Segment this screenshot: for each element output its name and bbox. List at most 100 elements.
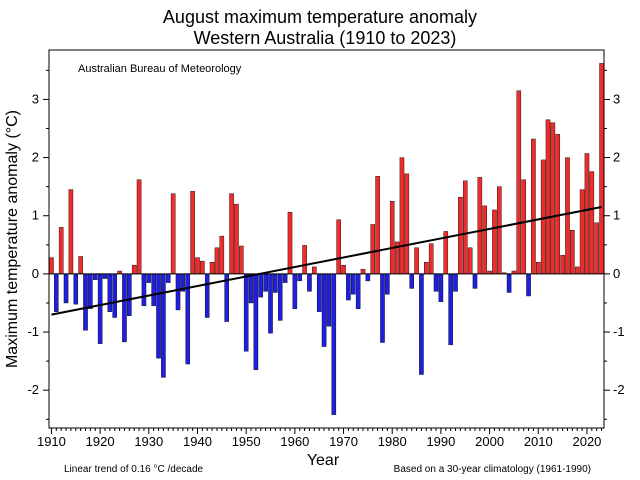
bar-1919 — [92, 273, 98, 280]
bar-1930 — [146, 273, 152, 283]
bar-2022 — [594, 222, 599, 275]
bar-1931 — [151, 273, 156, 307]
x-tick-label-1950: 1950 — [232, 434, 261, 449]
bar-2014 — [555, 134, 561, 275]
bar-1939 — [190, 191, 195, 275]
bar-1936 — [175, 273, 181, 311]
bar-1985 — [414, 247, 419, 275]
x-tick-label-1980: 1980 — [378, 434, 407, 449]
bar-1967 — [326, 273, 332, 327]
bar-1983 — [404, 173, 410, 275]
bar-1999 — [482, 205, 487, 275]
bar-1949 — [239, 245, 244, 275]
bar-1974 — [360, 269, 366, 275]
bar-1993 — [453, 273, 458, 292]
bar-1948 — [234, 203, 239, 275]
bar-1912 — [58, 227, 64, 275]
bar-1929 — [141, 273, 147, 307]
bar-1933 — [161, 273, 166, 378]
bar-1944 — [214, 247, 220, 275]
x-tick-label-1940: 1940 — [183, 434, 212, 449]
bar-1913 — [63, 273, 69, 304]
bar-2023 — [599, 63, 604, 275]
credit-label: Australian Bureau of Meteorology — [78, 63, 242, 75]
bar-1957 — [277, 273, 283, 321]
bar-2010 — [536, 262, 541, 275]
bar-1920 — [97, 273, 103, 344]
bar-2007 — [521, 179, 526, 275]
bar-2021 — [589, 171, 595, 275]
y-tick-label-left-3: 3 — [32, 91, 39, 106]
y-tick-label-right-2: 2 — [613, 150, 620, 165]
bar-1927 — [131, 264, 137, 275]
bar-1964 — [312, 266, 317, 275]
bar-1910 — [49, 257, 54, 275]
bar-1915 — [73, 273, 79, 305]
y-tick-label-right--2: -2 — [613, 382, 625, 397]
bar-1997 — [472, 273, 478, 289]
chart-subtitle: Western Australia (1910 to 2023) — [194, 28, 457, 48]
trend-note: Linear trend of 0.16 °C /decade — [64, 464, 204, 475]
plot-frame — [48, 49, 605, 429]
bar-1941 — [200, 260, 205, 275]
bar-1921 — [102, 273, 108, 279]
bar-1935 — [170, 193, 176, 275]
bar-1976 — [370, 224, 376, 275]
bar-1979 — [385, 273, 390, 295]
bar-1947 — [229, 193, 234, 275]
bar-1934 — [166, 273, 171, 283]
bar-1952 — [253, 273, 259, 371]
x-tick-label-1990: 1990 — [426, 434, 455, 449]
bar-1986 — [419, 273, 424, 375]
bar-1960 — [292, 273, 298, 309]
bar-1953 — [258, 273, 264, 298]
y-axis: -2 -2 -1 -1 0 0 1 1 2 2 3 3 — [27, 69, 625, 420]
bar-1925 — [122, 273, 127, 343]
bar-1968 — [331, 273, 337, 415]
x-tick-label-1930: 1930 — [134, 434, 163, 449]
bar-1917 — [83, 273, 88, 331]
bar-1961 — [297, 273, 302, 282]
bar-1973 — [355, 273, 361, 309]
bar-2018 — [574, 266, 580, 275]
bar-1956 — [273, 273, 278, 293]
y-tick-label-left-1: 1 — [32, 208, 39, 223]
bar-2015 — [560, 255, 565, 275]
bar-1992 — [448, 273, 453, 346]
y-tick-label-right-0: 0 — [613, 266, 620, 281]
bar-1975 — [365, 273, 371, 282]
bar-1916 — [78, 256, 83, 275]
bar-2017 — [570, 230, 575, 275]
bar-1911 — [54, 273, 59, 312]
x-tick-label-2020: 2020 — [572, 434, 601, 449]
y-tick-label-left-0: 0 — [32, 266, 39, 281]
bar-1955 — [268, 273, 273, 334]
bar-1995 — [462, 180, 468, 275]
bar-2012 — [545, 119, 551, 275]
trend-line — [51, 206, 602, 316]
bar-1959 — [287, 212, 293, 275]
y-tick-label-right-3: 3 — [613, 91, 620, 106]
x-tick-label-2000: 2000 — [475, 434, 504, 449]
bar-1970 — [341, 264, 346, 275]
bar-1922 — [107, 273, 113, 312]
bar-1977 — [375, 175, 380, 275]
bars-group — [49, 63, 604, 415]
bar-1998 — [477, 177, 483, 275]
bar-1932 — [156, 273, 161, 359]
bar-1958 — [282, 273, 288, 283]
y-tick-label-right--1: -1 — [613, 324, 625, 339]
bar-1988 — [428, 243, 434, 275]
bar-2020 — [584, 153, 590, 275]
x-tick-label-1920: 1920 — [86, 434, 115, 449]
x-tick-label-1960: 1960 — [280, 434, 309, 449]
bar-1971 — [346, 273, 351, 301]
y-tick-label-left--2: -2 — [27, 382, 39, 397]
bar-2001 — [492, 209, 497, 275]
bar-1942 — [204, 273, 210, 318]
bar-1954 — [263, 273, 268, 292]
bar-1914 — [68, 189, 74, 275]
bar-1950 — [243, 273, 249, 352]
x-tick-label-1970: 1970 — [329, 434, 358, 449]
y-tick-label-right-1: 1 — [613, 208, 620, 223]
